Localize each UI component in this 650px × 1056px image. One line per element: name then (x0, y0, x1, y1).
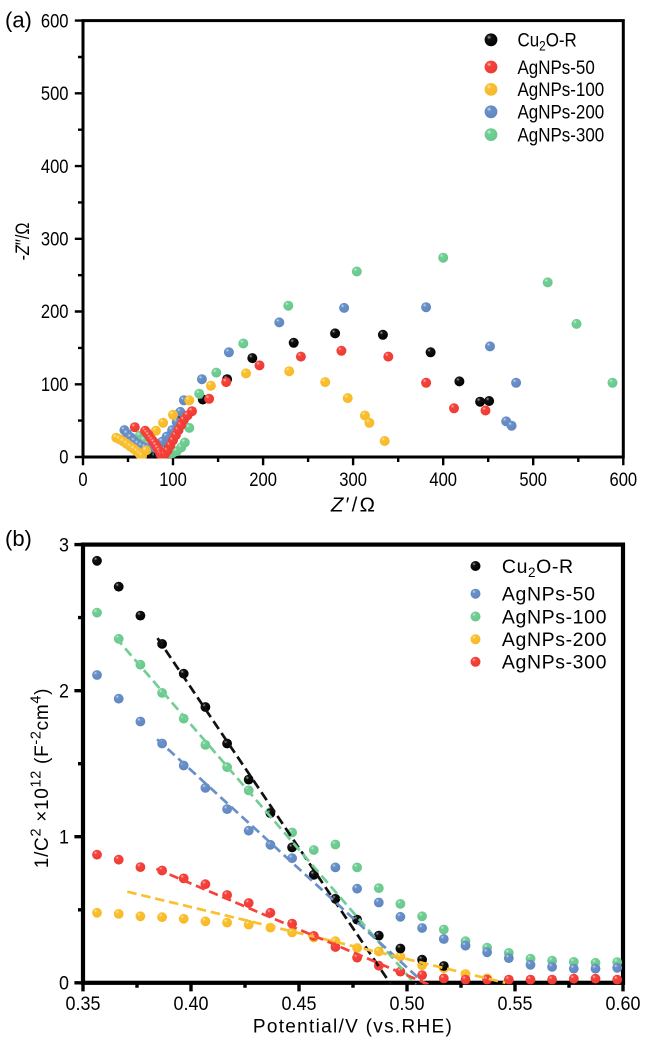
svg-text:600: 600 (609, 469, 637, 491)
svg-text:AgNPs-50: AgNPs-50 (502, 584, 596, 606)
svg-text:Potential/V (vs.RHE): Potential/V (vs.RHE) (253, 1017, 453, 1038)
svg-text:0: 0 (59, 446, 68, 468)
svg-text:AgNPs-50: AgNPs-50 (518, 56, 595, 78)
svg-text:300: 300 (41, 228, 69, 250)
svg-text:200: 200 (41, 301, 69, 323)
svg-text:Z′/Ω: Z′/Ω (330, 494, 377, 517)
svg-text:(a): (a) (5, 8, 32, 33)
svg-text:3: 3 (59, 534, 69, 556)
svg-text:0.45: 0.45 (282, 992, 317, 1014)
svg-text:0.55: 0.55 (498, 992, 533, 1014)
svg-text:1/C2 ×1012 (F-2cm4): 1/C2 ×1012 (F-2cm4) (29, 688, 54, 868)
svg-text:AgNPs-300: AgNPs-300 (518, 123, 605, 145)
svg-text:Cu2O-R: Cu2O-R (502, 556, 574, 580)
svg-text:AgNPs-100: AgNPs-100 (502, 606, 607, 628)
svg-text:300: 300 (339, 469, 367, 491)
svg-text:AgNPs-100: AgNPs-100 (518, 78, 605, 100)
svg-text:2: 2 (59, 680, 69, 702)
svg-text:600: 600 (41, 10, 69, 32)
svg-text:0: 0 (78, 469, 87, 491)
svg-text:1: 1 (59, 826, 69, 848)
svg-text:400: 400 (429, 469, 457, 491)
svg-text:-Z′′/Ω: -Z′′/Ω (12, 223, 34, 261)
svg-text:500: 500 (519, 469, 547, 491)
svg-text:AgNPs-200: AgNPs-200 (518, 100, 605, 122)
svg-text:100: 100 (159, 469, 187, 491)
svg-text:0.60: 0.60 (606, 992, 641, 1014)
svg-text:100: 100 (41, 374, 69, 396)
svg-text:0.50: 0.50 (390, 992, 425, 1014)
svg-text:200: 200 (249, 469, 277, 491)
svg-text:400: 400 (41, 156, 69, 178)
svg-text:500: 500 (41, 83, 69, 105)
svg-text:0.40: 0.40 (174, 992, 209, 1014)
svg-text:0.35: 0.35 (66, 992, 101, 1014)
svg-text:(b): (b) (5, 526, 32, 551)
svg-text:0: 0 (59, 972, 69, 994)
svg-text:Cu2O-R: Cu2O-R (518, 28, 577, 53)
svg-text:AgNPs-300: AgNPs-300 (502, 652, 607, 674)
svg-text:AgNPs-200: AgNPs-200 (502, 629, 607, 651)
